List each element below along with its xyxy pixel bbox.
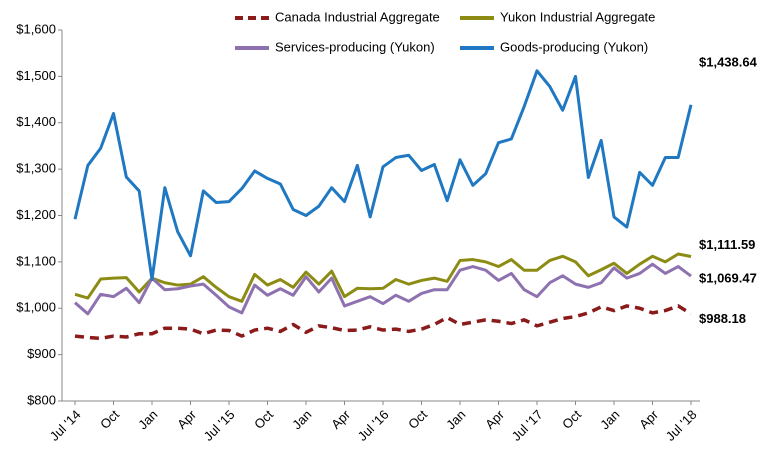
x-tick-label: Apr <box>482 406 507 431</box>
y-tick-label: $1,000 <box>16 300 56 315</box>
value-label: $1,438.64 <box>699 54 758 69</box>
y-tick-label: $900 <box>27 346 56 361</box>
x-tick-label: Apr <box>174 406 199 431</box>
x-tick-label: Apr <box>636 406 661 431</box>
y-tick-label: $800 <box>27 392 56 407</box>
x-tick-label: Oct <box>251 407 276 432</box>
y-tick-label: $1,300 <box>16 161 56 176</box>
series-line <box>74 304 692 341</box>
x-tick-label: Jul '18 <box>663 407 700 444</box>
y-tick-label: $1,600 <box>16 21 56 36</box>
y-tick-label: $1,400 <box>16 114 56 129</box>
legend-label: Services-producing (Yukon) <box>275 39 435 54</box>
legend-label: Yukon Industrial Aggregate <box>500 9 655 24</box>
x-tick-label: Jan <box>289 407 314 432</box>
x-tick-label: Jan <box>135 407 160 432</box>
series-line <box>73 69 693 281</box>
legend-label: Goods-producing (Yukon) <box>500 39 648 54</box>
legend-label: Canada Industrial Aggregate <box>275 9 440 24</box>
y-tick-label: $1,500 <box>16 68 56 83</box>
x-tick-label: Oct <box>97 407 122 432</box>
x-tick-label: Jul '16 <box>355 407 392 444</box>
x-tick-label: Jan <box>597 407 622 432</box>
value-label: $1,111.59 <box>699 237 755 252</box>
x-tick-label: Oct <box>405 407 430 432</box>
x-tick-label: Jan <box>443 407 468 432</box>
value-label: $1,069.47 <box>699 270 757 285</box>
x-tick-label: Apr <box>328 406 353 431</box>
x-tick-label: Oct <box>559 407 584 432</box>
y-tick-label: $1,100 <box>16 253 56 268</box>
x-tick-label: Jul '14 <box>47 407 84 444</box>
series-line <box>74 252 692 303</box>
value-label: $988.18 <box>699 311 746 326</box>
x-tick-label: Jul '15 <box>201 407 238 444</box>
y-tick-label: $1,200 <box>16 207 56 222</box>
x-tick-label: Jul '17 <box>509 407 546 444</box>
series-line <box>74 262 692 316</box>
